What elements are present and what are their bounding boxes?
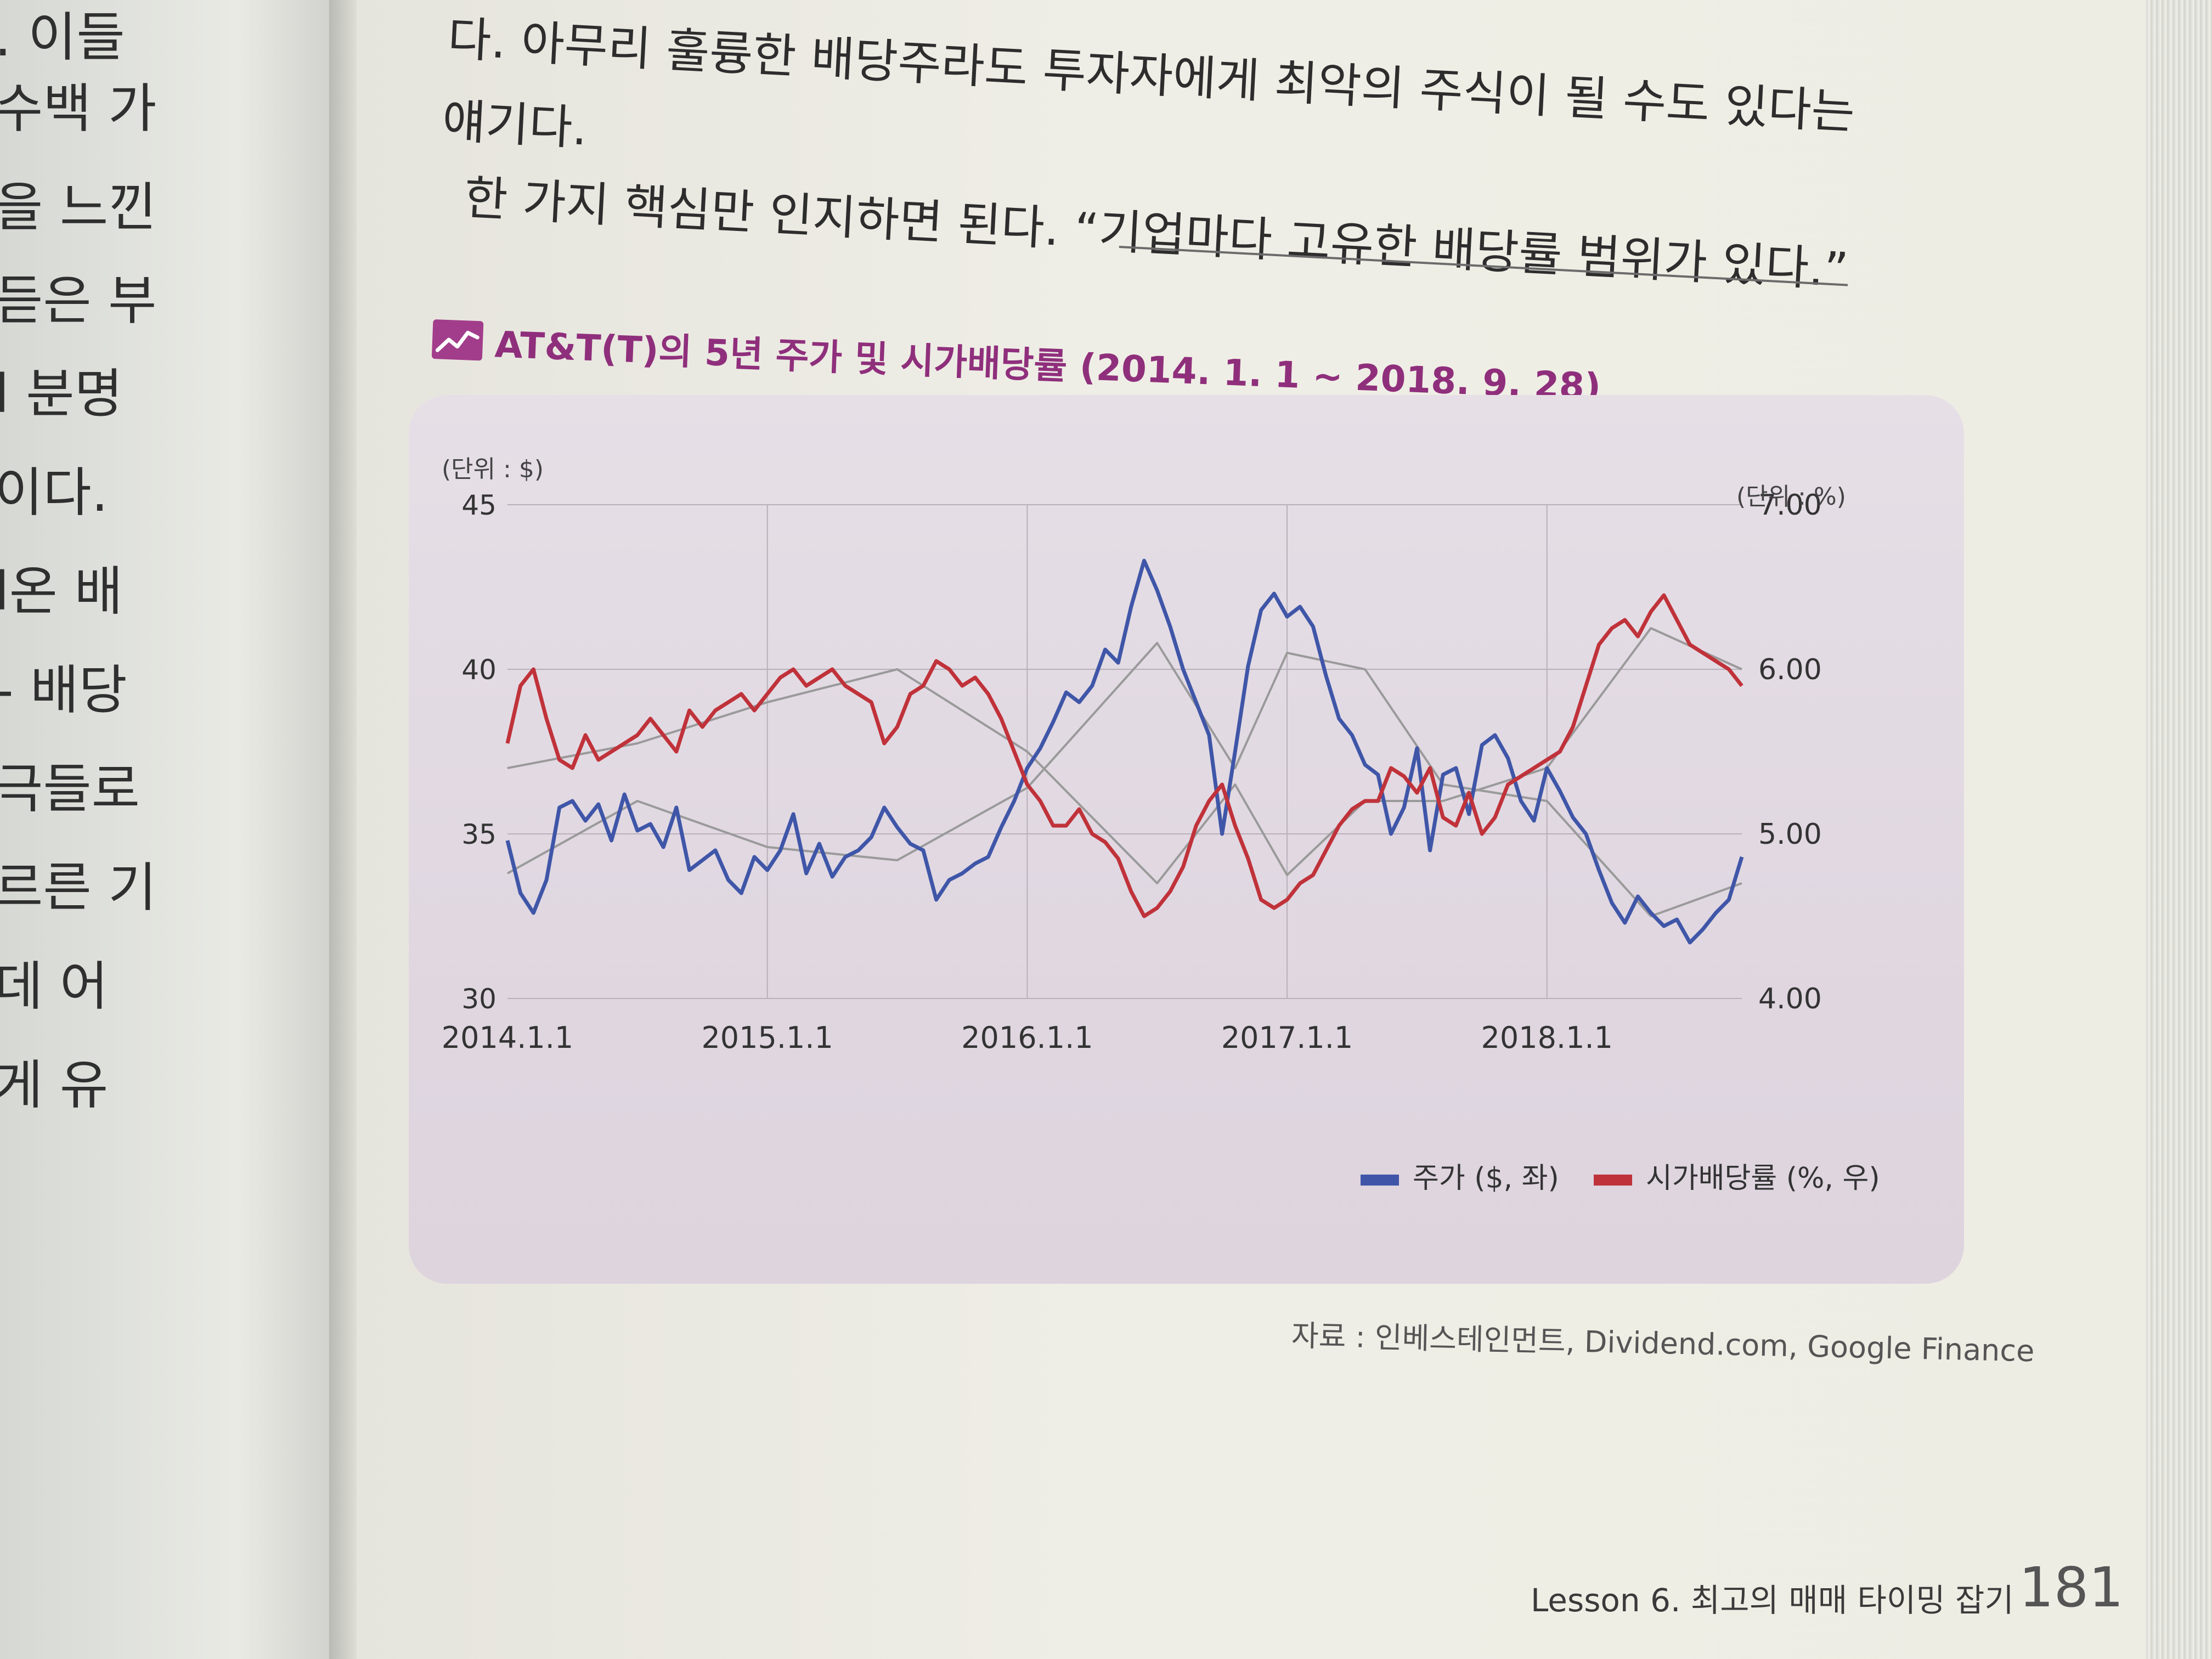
left-page-line: l온 배 [0, 561, 123, 622]
x-axis-tick-label: 2014.1.1 [442, 1020, 573, 1055]
left-axis-tick-label: 30 [461, 983, 496, 1015]
chart-heading: AT&T(T)의 5년 주가 및 시가배당률 (2014. 1. 1 ~ 201… [431, 313, 1602, 410]
right-axis-tick-label: 7.00 [1758, 489, 1822, 522]
page-edge [2146, 0, 2212, 1659]
footer-lesson-title: Lesson 6. 최고의 매매 타이밍 잡기 [1531, 1582, 2014, 1619]
left-page-line: - 배당 [0, 659, 127, 721]
x-axis-tick-label: 2018.1.1 [1481, 1020, 1613, 1055]
left-axis-tick-label: 45 [461, 489, 496, 521]
chart-legend: 주가 ($, 좌) 시가배당률 (%, 우) [1361, 1162, 1880, 1195]
body-text-line-2: 얘기다. [441, 93, 589, 156]
left-axis-unit-label: (단위 : $) [442, 455, 544, 483]
legend-swatch-price [1361, 1175, 1399, 1186]
yield-series-line [505, 593, 1743, 918]
left-page-line: 르른 기 [0, 857, 157, 918]
left-page-line: l 분명 [0, 363, 123, 425]
right-axis-unit-label: (단위 : %) [1736, 483, 1846, 511]
series-lines [505, 558, 1744, 945]
axis-labels: 30 35 40 45 4.00 5.00 6.00 7.00 2014.1.1 2015.1.1… [442, 455, 1846, 1055]
left-page-line: . 이들 [0, 7, 125, 68]
chart-svg: 30 35 40 45 4.00 5.00 6.00 7.00 2014.1.1 2015.1.1… [442, 455, 1880, 1195]
left-axis-tick-label: 40 [461, 654, 496, 686]
left-page-line: 을 느낀 [0, 177, 157, 238]
chart-trend-icon [431, 319, 484, 361]
right-axis-tick-label: 5.00 [1758, 818, 1822, 851]
left-page-line: 극들로 [0, 758, 140, 820]
left-page-line: 수백 가 [0, 78, 157, 139]
right-axis-tick-label: 4.00 [1758, 983, 1822, 1015]
legend-swatch-yield [1594, 1175, 1632, 1186]
left-page-line: 듣은 부 [0, 270, 157, 331]
legend-label-price: 주가 ($, 좌) [1413, 1162, 1559, 1195]
legend-label-yield: 시가배당률 (%, 우) [1646, 1162, 1880, 1195]
x-axis-tick-label: 2015.1.1 [701, 1020, 833, 1055]
left-axis-tick-label: 35 [461, 819, 496, 850]
chart-panel: 30 35 40 45 4.00 5.00 6.00 7.00 2014.1.1 2015.1.1… [409, 395, 1964, 1284]
left-page-line: 이다. [0, 462, 109, 523]
right-axis-tick-label: 6.00 [1758, 653, 1822, 686]
left-page-line: 데 어 [0, 956, 109, 1017]
price-series-line [505, 558, 1744, 945]
page-number: 181 [2019, 1555, 2124, 1620]
left-page: . 이들 수백 가 을 느낀 듣은 부 l 분명 이다. l온 배 - 배당 극… [0, 0, 340, 1659]
x-axis-tick-label: 2017.1.1 [1221, 1020, 1353, 1055]
x-axis-tick-label: 2016.1.1 [961, 1020, 1093, 1055]
left-page-line: 게 유 [0, 1054, 109, 1116]
trend-line [507, 642, 1742, 917]
